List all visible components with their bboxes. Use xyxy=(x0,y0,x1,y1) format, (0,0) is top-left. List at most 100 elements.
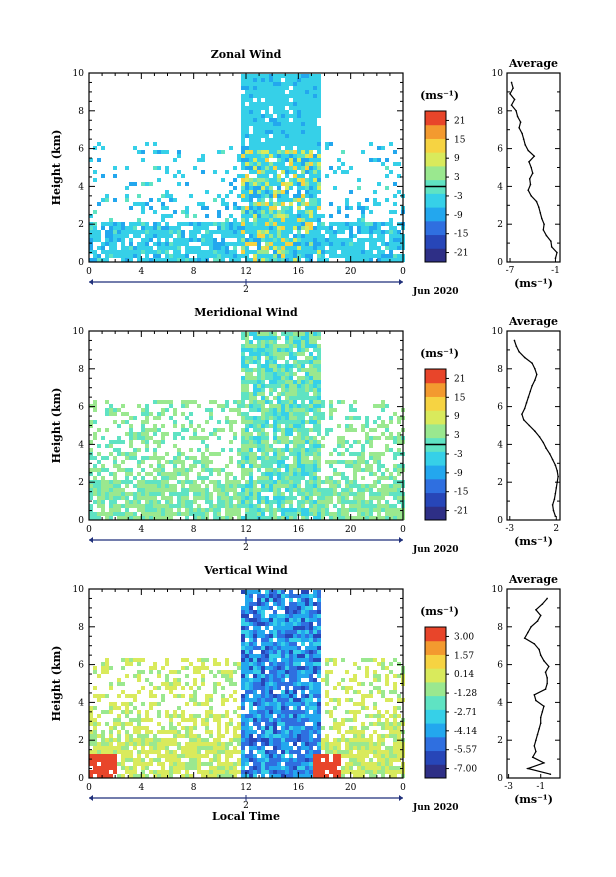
heatmap-cell xyxy=(261,74,265,78)
heatmap-cell xyxy=(377,770,381,774)
heatmap-cell xyxy=(281,344,285,348)
heatmap-cell xyxy=(169,404,173,408)
heatmap-cell xyxy=(345,206,349,210)
heatmap-cell xyxy=(241,230,245,234)
heatmap-cell xyxy=(269,472,273,476)
heatmap-cell xyxy=(357,500,361,504)
heatmap-cell xyxy=(385,770,389,774)
heatmap-cell xyxy=(253,336,257,340)
heatmap-cell xyxy=(285,226,289,230)
heatmap-cell xyxy=(289,348,293,352)
heatmap-cell xyxy=(297,464,301,468)
heatmap-cell xyxy=(393,242,397,246)
heatmap-cell xyxy=(317,698,321,702)
heatmap-cell xyxy=(301,114,305,118)
heatmap-cell xyxy=(253,400,257,404)
heatmap-cell xyxy=(269,222,273,226)
heatmap-cell xyxy=(333,718,337,722)
heatmap-cell xyxy=(185,254,189,258)
heatmap-cell xyxy=(301,384,305,388)
heatmap-cell xyxy=(245,344,249,348)
heatmap-cell xyxy=(185,770,189,774)
heatmap-cell xyxy=(137,472,141,476)
heatmap-cell xyxy=(273,686,277,690)
heatmap-cell xyxy=(245,376,249,380)
heatmap-cell xyxy=(313,376,317,380)
heatmap-cell xyxy=(145,416,149,420)
heatmap-cell xyxy=(297,460,301,464)
heatmap-cell xyxy=(273,134,277,138)
heatmap-cell xyxy=(321,238,325,242)
heatmap-cell xyxy=(217,762,221,766)
heatmap-cell xyxy=(169,742,173,746)
heatmap-cell xyxy=(313,210,317,214)
heatmap-cell xyxy=(293,702,297,706)
heatmap-cell xyxy=(237,194,241,198)
heatmap-cell xyxy=(277,448,281,452)
heatmap-cell xyxy=(277,210,281,214)
heatmap-cell xyxy=(345,484,349,488)
heatmap-cell xyxy=(349,444,353,448)
heatmap-cell xyxy=(297,238,301,242)
heatmap-cell xyxy=(321,500,325,504)
heatmap-cell xyxy=(93,170,97,174)
heatmap-cell xyxy=(93,456,97,460)
heatmap-cell xyxy=(181,452,185,456)
heatmap-cell xyxy=(149,492,153,496)
heatmap-cell xyxy=(261,332,265,336)
heatmap-cell xyxy=(133,496,137,500)
heatmap-cell xyxy=(105,480,109,484)
heatmap-cell xyxy=(121,460,125,464)
heatmap-cell xyxy=(253,702,257,706)
heatmap-cell xyxy=(397,750,401,754)
heatmap-cell xyxy=(297,750,301,754)
heatmap-cell xyxy=(225,754,229,758)
heatmap-cell xyxy=(197,158,201,162)
heatmap-cell xyxy=(157,444,161,448)
heatmap-cell xyxy=(209,770,213,774)
heatmap-cell xyxy=(145,250,149,254)
heatmap-cell xyxy=(313,400,317,404)
heatmap-cell xyxy=(125,476,129,480)
heatmap-cell xyxy=(337,496,341,500)
heatmap-cell xyxy=(129,770,133,774)
heatmap-cell xyxy=(273,218,277,222)
heatmap-cell xyxy=(269,214,273,218)
heatmap-cell xyxy=(321,726,325,730)
heatmap-cell xyxy=(385,734,389,738)
heatmap-cell xyxy=(353,416,357,420)
heatmap-cell xyxy=(301,90,305,94)
heatmap-cell xyxy=(345,496,349,500)
heatmap-cell xyxy=(205,464,209,468)
heatmap-cell xyxy=(177,500,181,504)
heatmap-cell xyxy=(377,508,381,512)
colorbar-band xyxy=(425,193,446,207)
heatmap-cell xyxy=(361,492,365,496)
heatmap-cell xyxy=(113,476,117,480)
heatmap-cell xyxy=(177,222,181,226)
heatmap-cell xyxy=(281,448,285,452)
heatmap-cell xyxy=(269,730,273,734)
heatmap-cell xyxy=(377,464,381,468)
heatmap-cell xyxy=(245,348,249,352)
heatmap-cell xyxy=(397,416,401,420)
heatmap-cell xyxy=(125,770,129,774)
heatmap-cell xyxy=(269,254,273,258)
heatmap-cell xyxy=(221,254,225,258)
heatmap-cell xyxy=(393,738,397,742)
heatmap-cell xyxy=(253,344,257,348)
heatmap-cell xyxy=(265,246,269,250)
heatmap-cell xyxy=(293,758,297,762)
heatmap-cell xyxy=(337,460,341,464)
heatmap-cell xyxy=(281,412,285,416)
heatmap-cell xyxy=(141,476,145,480)
heatmap-cell xyxy=(213,198,217,202)
heatmap-cell xyxy=(393,686,397,690)
heatmap-cell xyxy=(173,488,177,492)
heatmap-cell xyxy=(297,384,301,388)
heatmap-cell xyxy=(289,90,293,94)
heatmap-cell xyxy=(265,230,269,234)
heatmap-cell xyxy=(277,392,281,396)
heatmap-cell xyxy=(257,488,261,492)
heatmap-cell xyxy=(293,512,297,516)
